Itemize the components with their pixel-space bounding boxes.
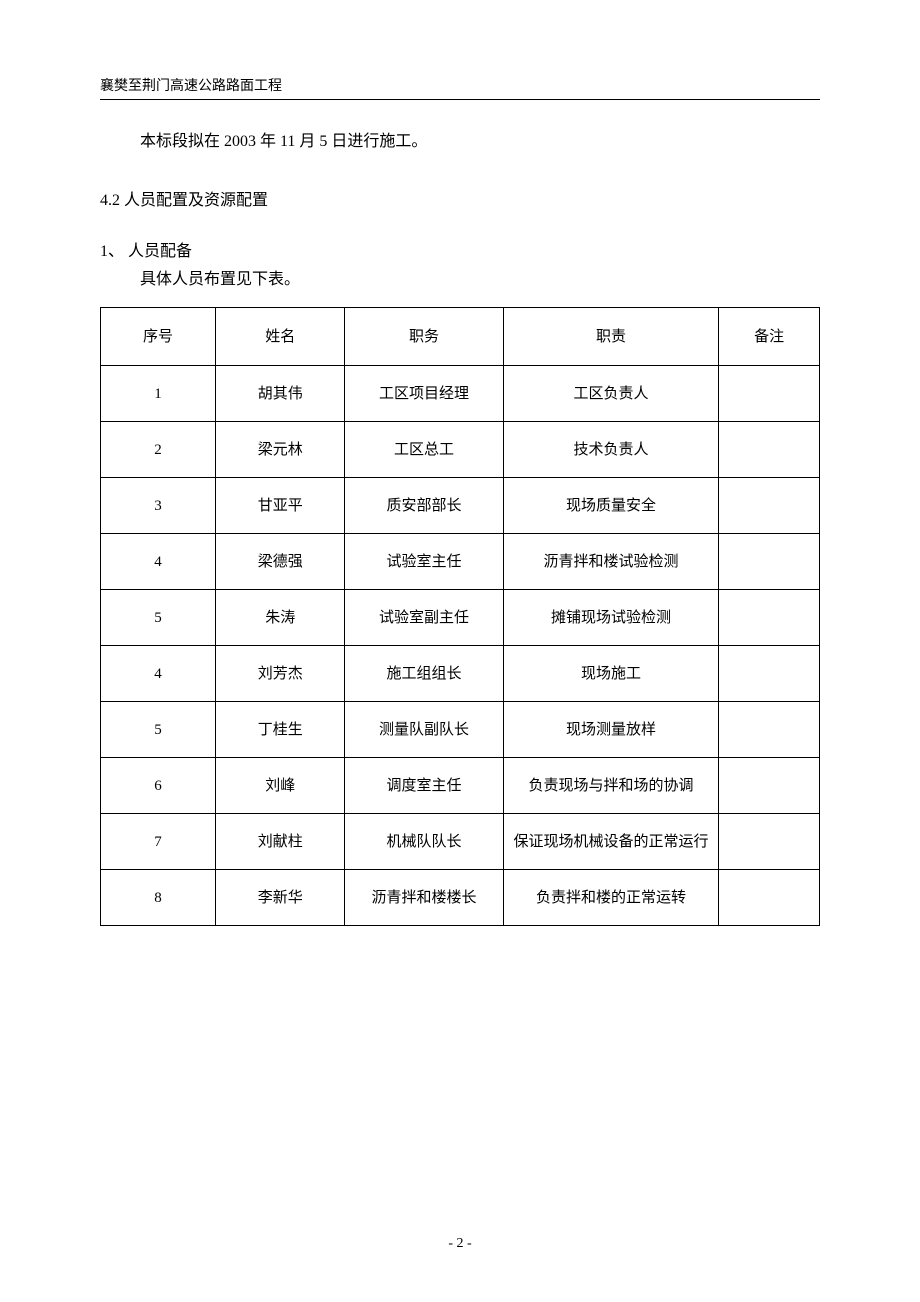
table-cell: 工区项目经理 [345, 366, 503, 422]
table-cell: 梁元林 [216, 422, 345, 478]
table-cell [719, 590, 820, 646]
table-cell [719, 366, 820, 422]
table-row: 2梁元林工区总工技术负责人 [101, 422, 820, 478]
table-cell: 胡其伟 [216, 366, 345, 422]
table-cell [719, 534, 820, 590]
table-row: 4刘芳杰施工组组长现场施工 [101, 646, 820, 702]
table-cell [719, 758, 820, 814]
table-cell: 5 [101, 590, 216, 646]
table-cell: 工区总工 [345, 422, 503, 478]
table-cell: 现场施工 [503, 646, 719, 702]
table-cell: 机械队队长 [345, 814, 503, 870]
table-cell: 梁德强 [216, 534, 345, 590]
item-1-paragraph: 具体人员布置见下表。 [100, 266, 820, 295]
col-header-name: 姓名 [216, 308, 345, 366]
table-cell [719, 702, 820, 758]
table-cell: 施工组组长 [345, 646, 503, 702]
page-number: - 2 - [0, 1236, 920, 1252]
personnel-table: 序号 姓名 职务 职责 备注 1胡其伟工区项目经理工区负责人2梁元林工区总工技术… [100, 307, 820, 926]
table-cell: 试验室主任 [345, 534, 503, 590]
table-row: 4梁德强试验室主任沥青拌和楼试验检测 [101, 534, 820, 590]
table-cell: 4 [101, 646, 216, 702]
table-cell: 负责现场与拌和场的协调 [503, 758, 719, 814]
table-cell [719, 870, 820, 926]
table-cell [719, 422, 820, 478]
table-cell [719, 478, 820, 534]
table-row: 5丁桂生测量队副队长现场测量放样 [101, 702, 820, 758]
table-row: 5朱涛试验室副主任摊铺现场试验检测 [101, 590, 820, 646]
section-heading-4-2: 4.2 人员配置及资源配置 [100, 187, 820, 216]
table-cell: 刘峰 [216, 758, 345, 814]
table-row: 1胡其伟工区项目经理工区负责人 [101, 366, 820, 422]
table-cell: 丁桂生 [216, 702, 345, 758]
table-cell: 1 [101, 366, 216, 422]
table-cell: 4 [101, 534, 216, 590]
table-cell: 试验室副主任 [345, 590, 503, 646]
table-cell: 摊铺现场试验检测 [503, 590, 719, 646]
table-cell: 刘献柱 [216, 814, 345, 870]
table-cell: 工区负责人 [503, 366, 719, 422]
table-body: 1胡其伟工区项目经理工区负责人2梁元林工区总工技术负责人3甘亚平质安部部长现场质… [101, 366, 820, 926]
table-cell: 沥青拌和楼楼长 [345, 870, 503, 926]
table-cell: 技术负责人 [503, 422, 719, 478]
table-cell: 负责拌和楼的正常运转 [503, 870, 719, 926]
table-cell: 6 [101, 758, 216, 814]
table-cell: 5 [101, 702, 216, 758]
item-1-heading: 1、 人员配备 [100, 238, 820, 267]
table-row: 3甘亚平质安部部长现场质量安全 [101, 478, 820, 534]
col-header-note: 备注 [719, 308, 820, 366]
table-cell: 甘亚平 [216, 478, 345, 534]
table-row: 8李新华沥青拌和楼楼长负责拌和楼的正常运转 [101, 870, 820, 926]
table-cell: 沥青拌和楼试验检测 [503, 534, 719, 590]
table-cell: 朱涛 [216, 590, 345, 646]
table-header-row: 序号 姓名 职务 职责 备注 [101, 308, 820, 366]
table-cell: 7 [101, 814, 216, 870]
table-cell [719, 814, 820, 870]
table-cell: 李新华 [216, 870, 345, 926]
paragraph-intro: 本标段拟在 2003 年 11 月 5 日进行施工。 [100, 128, 820, 157]
col-header-seq: 序号 [101, 308, 216, 366]
table-cell: 2 [101, 422, 216, 478]
table-cell: 质安部部长 [345, 478, 503, 534]
document-header: 襄樊至荆门高速公路路面工程 [100, 75, 820, 100]
table-row: 6刘峰调度室主任负责现场与拌和场的协调 [101, 758, 820, 814]
table-cell: 8 [101, 870, 216, 926]
table-cell: 测量队副队长 [345, 702, 503, 758]
table-cell: 刘芳杰 [216, 646, 345, 702]
table-cell: 3 [101, 478, 216, 534]
table-cell: 调度室主任 [345, 758, 503, 814]
col-header-position: 职务 [345, 308, 503, 366]
table-cell [719, 646, 820, 702]
col-header-duty: 职责 [503, 308, 719, 366]
table-cell: 保证现场机械设备的正常运行 [503, 814, 719, 870]
table-cell: 现场测量放样 [503, 702, 719, 758]
table-row: 7刘献柱机械队队长保证现场机械设备的正常运行 [101, 814, 820, 870]
table-cell: 现场质量安全 [503, 478, 719, 534]
